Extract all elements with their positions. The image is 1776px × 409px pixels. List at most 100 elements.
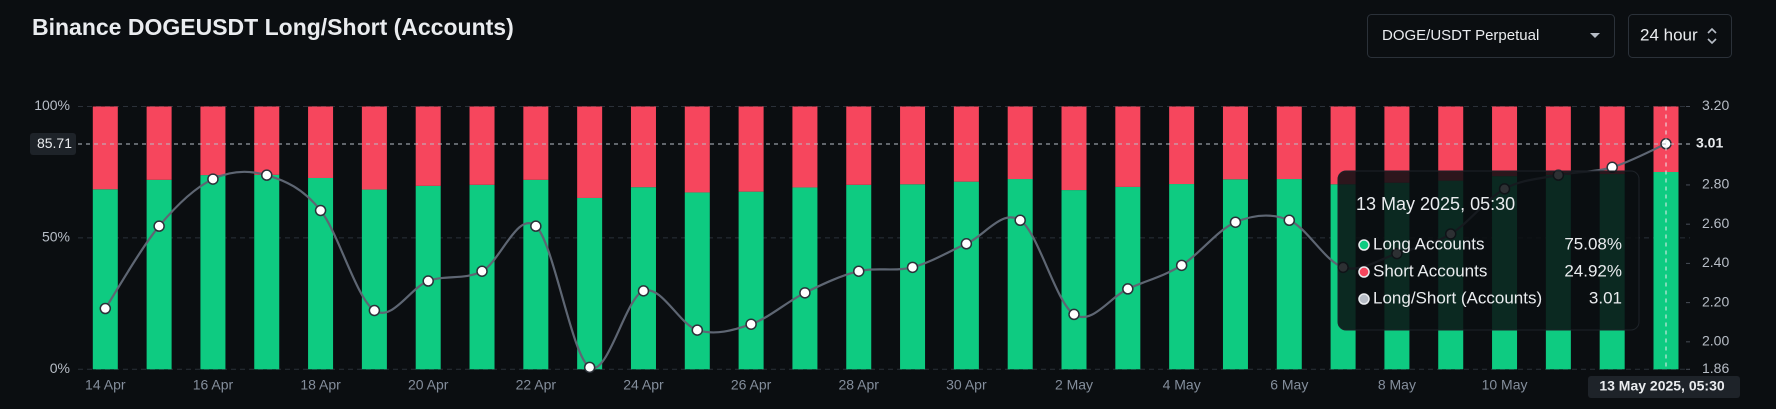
tooltip-title: 13 May 2025, 05:30 [1356,194,1515,214]
bar-segment [308,106,334,178]
x-tick-label: 26 Apr [731,377,772,393]
bar-segment [1007,179,1033,370]
x-tick-label: 28 Apr [838,377,879,393]
bar-segment [1061,106,1087,191]
y2-tick-label: 1.86 [1702,360,1729,376]
tooltip-box [1337,170,1640,331]
bar-segment [254,174,280,370]
bar-segment [469,184,495,370]
y2-tick-label: 3.20 [1702,97,1729,113]
tooltip-swatch [1358,293,1370,305]
ratio-point [1229,216,1242,228]
ratio-point [583,361,596,374]
x-tick-label: 20 Apr [408,377,449,393]
x-tick-label: 2 May [1055,377,1093,393]
ratio-point [476,265,488,277]
bar-segment [846,184,872,370]
ratio-point [530,220,542,232]
bar-segment [1545,106,1571,175]
tooltip-swatch [1358,266,1370,278]
updown-icon [1707,27,1717,45]
select-box[interactable] [1628,14,1732,58]
ratio-point [368,304,381,317]
bar-segment [738,106,764,192]
ratio-point [1068,308,1080,321]
bar-segment [200,106,226,176]
y-tick-label: 50% [42,229,70,245]
bar-segment [1276,106,1302,180]
select-box[interactable] [1367,14,1615,58]
x-tick-label: 6 May [1270,377,1308,393]
x-tick-label: 14 Apr [85,377,126,393]
y2-tick-label: 2.00 [1702,333,1729,349]
bar-segment [684,106,710,193]
ratio-point [637,285,650,297]
ratio-point [1122,283,1134,295]
crosshair-y2-label: 3.01 [1696,134,1723,150]
ratio-point [261,169,273,181]
bar-segment [200,175,226,370]
bar-segment [577,106,603,198]
y-tick-label: 100% [34,97,70,113]
bar-segment [792,106,818,188]
crosshair-label-box [30,133,76,156]
bar-segment [846,106,872,185]
ratio-point [906,261,919,274]
select-label[interactable]: 24 hour [1640,25,1698,44]
bar-segment [361,106,387,190]
x-tick-label: 8 May [1378,377,1416,393]
tooltip-series-name: Long Accounts [1373,234,1485,253]
y-tick-label: 0% [50,360,70,376]
tooltip-series-name: Short Accounts [1373,261,1487,280]
bar-segment [361,189,387,370]
bar-segment [1169,184,1195,370]
bar-segment [577,197,603,370]
bar-segment [953,181,979,370]
bar-segment [469,106,495,185]
bar-segment [146,106,172,180]
crosshair-label: 85.71 [37,135,72,151]
bar-segment [523,106,549,180]
bar-segment [1222,106,1248,180]
ratio-point [153,220,165,232]
bar-segment [1169,106,1195,185]
ratio-point [852,265,865,277]
ratio-point [422,275,434,287]
x-tick-label: 16 Apr [193,377,234,393]
bar-segment [1384,106,1410,183]
bar-segment [738,191,764,370]
ratio-point [1283,214,1296,226]
tooltip-value: 75.08% [1564,234,1622,253]
bar-segment [1115,186,1141,370]
bar-segment [254,106,280,175]
symbol-select[interactable]: DOGE/USDT Perpetual [1367,14,1615,58]
x-tick-label: 30 Apr [946,377,987,393]
y2-tick-label: 2.20 [1702,293,1729,309]
crosshair-x-label: 13 May 2025, 05:30 [1599,378,1725,394]
tooltip-series-name: Long/Short (Accounts) [1373,288,1542,307]
bar-segment [1492,106,1518,177]
x-tick-label: 22 Apr [516,377,557,393]
bar-segment [1438,106,1464,181]
ratio-point [960,238,973,250]
bar-segment [146,179,172,370]
period-select[interactable]: 24 hour [1628,14,1732,58]
bar-segment [1115,106,1141,187]
tooltip: 13 May 2025, 05:30 Long Accounts 75.08% … [1337,170,1640,331]
ratio-point [745,318,757,330]
ratio-point [207,173,219,185]
y2-tick-label: 2.40 [1702,254,1729,270]
bar-segment [1276,179,1302,370]
tooltip-value: 24.92% [1564,261,1622,280]
overlay: 85.71 3.01 13 May 2025, 05:30 [30,106,1740,398]
bar-segment [684,192,710,370]
select-label[interactable]: DOGE/USDT Perpetual [1382,27,1539,44]
bar-segment [900,184,926,370]
ratio-point [1175,259,1188,272]
crosshair-x-label-box [1588,376,1740,398]
bar-segment [1007,106,1033,180]
y2-tick-label: 2.80 [1702,176,1729,192]
bar-segment [630,187,656,370]
x-tick-label: 18 Apr [300,377,341,393]
